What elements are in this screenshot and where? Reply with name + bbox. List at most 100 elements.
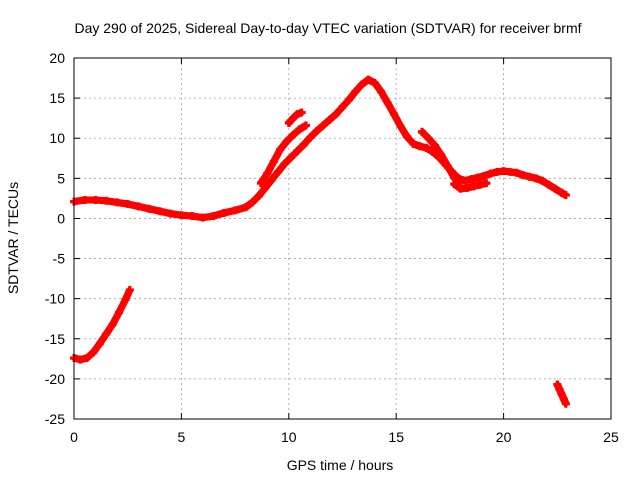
y-tick-label: 5 bbox=[57, 170, 65, 186]
data-point bbox=[299, 140, 308, 149]
data-point bbox=[269, 157, 278, 166]
series-upper-branch bbox=[256, 121, 310, 188]
data-point bbox=[256, 179, 265, 188]
series-main bbox=[70, 75, 570, 222]
data-point bbox=[473, 173, 482, 182]
data-point bbox=[555, 385, 564, 394]
data-point bbox=[480, 171, 489, 180]
data-point bbox=[276, 145, 285, 154]
data-point bbox=[80, 195, 89, 204]
data-point bbox=[306, 133, 315, 142]
data-point bbox=[383, 98, 392, 107]
data-point bbox=[344, 95, 353, 104]
data-point bbox=[177, 211, 186, 220]
y-tick-label: 10 bbox=[49, 130, 65, 146]
data-point bbox=[312, 127, 321, 136]
data-point bbox=[531, 174, 540, 183]
data-point bbox=[293, 147, 302, 156]
data-point bbox=[559, 394, 568, 403]
data-point bbox=[325, 115, 334, 124]
data-point bbox=[166, 209, 175, 218]
y-tick-label: -20 bbox=[45, 371, 65, 387]
data-point bbox=[357, 80, 366, 89]
data-points bbox=[70, 75, 570, 408]
data-point bbox=[102, 196, 111, 205]
data-point bbox=[557, 390, 566, 399]
series-late-arc bbox=[553, 380, 570, 408]
data-point bbox=[469, 182, 478, 191]
data-point bbox=[82, 354, 91, 363]
data-point bbox=[482, 179, 491, 188]
y-tick-label: -15 bbox=[45, 331, 65, 347]
series-lower-branch-18 bbox=[450, 179, 491, 193]
data-point bbox=[396, 122, 405, 131]
data-point bbox=[125, 285, 134, 294]
data-point bbox=[561, 399, 570, 408]
data-point bbox=[443, 162, 452, 171]
data-point bbox=[557, 188, 566, 197]
y-axis-title: SDTVAR / TECUs bbox=[5, 182, 21, 294]
data-point bbox=[390, 110, 399, 119]
data-point bbox=[95, 339, 104, 348]
data-point bbox=[364, 75, 373, 84]
data-point bbox=[417, 127, 426, 136]
data-point bbox=[282, 137, 291, 146]
data-point bbox=[134, 202, 143, 211]
data-point bbox=[450, 179, 459, 188]
data-point bbox=[115, 308, 124, 317]
data-point bbox=[319, 121, 328, 130]
data-point bbox=[561, 191, 570, 200]
data-point bbox=[409, 139, 418, 148]
data-point bbox=[544, 180, 553, 189]
data-point bbox=[370, 78, 379, 87]
data-point bbox=[121, 295, 130, 304]
data-point bbox=[525, 172, 534, 181]
x-tick-label: 0 bbox=[70, 429, 78, 445]
data-point bbox=[293, 110, 302, 119]
data-point bbox=[297, 108, 306, 117]
data-point bbox=[89, 348, 98, 357]
data-point bbox=[112, 198, 121, 207]
plot-frame bbox=[73, 57, 612, 420]
data-point bbox=[261, 183, 270, 192]
data-point bbox=[467, 175, 476, 184]
x-tick-label: 5 bbox=[178, 429, 186, 445]
y-tick-label: -25 bbox=[45, 411, 65, 427]
x-tick-label: 25 bbox=[603, 429, 619, 445]
chart-title: Day 290 of 2025, Sidereal Day-to-day VTE… bbox=[74, 20, 581, 36]
data-point bbox=[155, 207, 164, 216]
data-point bbox=[377, 87, 386, 96]
data-point bbox=[220, 208, 229, 217]
data-point bbox=[518, 171, 527, 180]
data-point bbox=[402, 132, 411, 141]
x-tick-label: 20 bbox=[496, 429, 512, 445]
y-tick-labels: -25 -20 -15 -10 -5 0 5 10 15 20 bbox=[45, 50, 65, 427]
data-point bbox=[332, 110, 341, 119]
data-point bbox=[284, 118, 293, 127]
data-point bbox=[102, 329, 111, 338]
x-tick-labels: 0 5 10 15 20 25 bbox=[70, 429, 619, 445]
y-tick-label: -5 bbox=[53, 251, 66, 267]
data-point bbox=[437, 151, 446, 160]
data-point bbox=[248, 198, 257, 207]
y-tick-label: -10 bbox=[45, 291, 65, 307]
data-point bbox=[254, 191, 263, 200]
data-point bbox=[263, 169, 272, 178]
x-tick-label: 10 bbox=[281, 429, 297, 445]
data-point bbox=[512, 168, 521, 177]
data-point bbox=[76, 355, 85, 364]
data-point bbox=[267, 175, 276, 184]
data-point bbox=[460, 176, 469, 185]
data-point bbox=[108, 320, 117, 329]
data-point bbox=[241, 203, 250, 212]
data-point bbox=[463, 183, 472, 192]
data-point bbox=[289, 114, 298, 123]
y-tick-label: 15 bbox=[49, 90, 65, 106]
data-point bbox=[553, 380, 562, 389]
data-point bbox=[295, 125, 304, 134]
x-tick-label: 15 bbox=[388, 429, 404, 445]
data-point bbox=[280, 159, 289, 168]
data-point bbox=[475, 180, 484, 189]
data-point bbox=[231, 206, 240, 215]
